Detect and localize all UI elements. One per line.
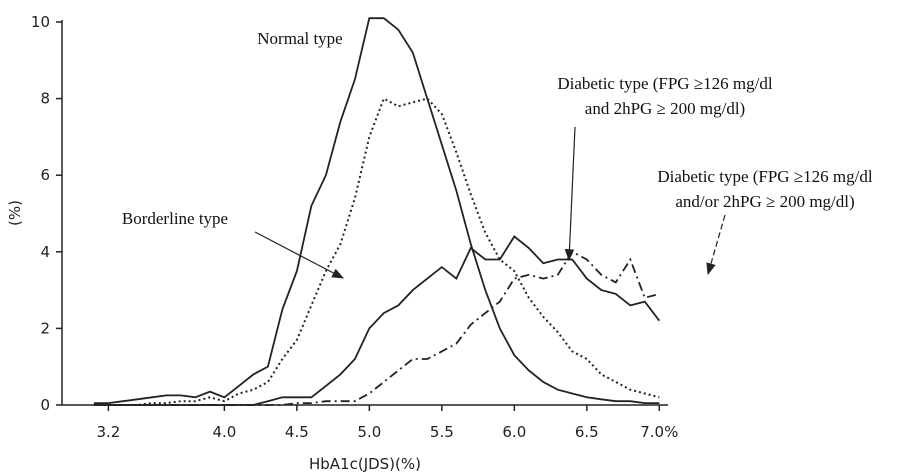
y-tick-label: 2 xyxy=(40,319,50,337)
x-tick-label: 7.0% xyxy=(640,423,678,441)
y-tick-label: 10 xyxy=(31,13,50,31)
annotation: Normal type xyxy=(257,29,342,48)
series-line xyxy=(93,17,660,404)
y-tick-label: 0 xyxy=(40,396,50,414)
arrow xyxy=(254,231,345,279)
y-axis-title: (%) xyxy=(6,200,24,226)
annotation: Borderline type xyxy=(122,209,228,228)
series-line xyxy=(93,235,661,406)
x-axis-title: HbA1c(JDS)(%) xyxy=(309,455,421,473)
x-tick-label: 4.0 xyxy=(212,423,236,441)
x-tick-label: 3.2 xyxy=(96,423,120,441)
x-tick-label: 5.5 xyxy=(430,423,454,441)
series-line xyxy=(93,250,660,406)
y-tick-label: 8 xyxy=(40,90,50,108)
annotation: Diabetic type (FPG ≥126 mg/dl xyxy=(557,74,772,93)
x-tick-label: 6.0 xyxy=(502,423,526,441)
arrow xyxy=(564,126,576,262)
y-tick-label: 6 xyxy=(40,166,50,184)
annotation: Diabetic type (FPG ≥126 mg/dl xyxy=(657,167,872,186)
annotation: and 2hPG ≥ 200 mg/dl) xyxy=(585,99,745,118)
y-tick-label: 4 xyxy=(40,243,50,261)
annotation: and/or 2hPG ≥ 200 mg/dl) xyxy=(675,192,854,211)
arrow xyxy=(706,214,726,276)
arrows xyxy=(254,126,726,279)
x-tick-label: 5.0 xyxy=(357,423,381,441)
x-tick-label: 4.5 xyxy=(285,423,309,441)
x-tick-label: 6.5 xyxy=(575,423,599,441)
